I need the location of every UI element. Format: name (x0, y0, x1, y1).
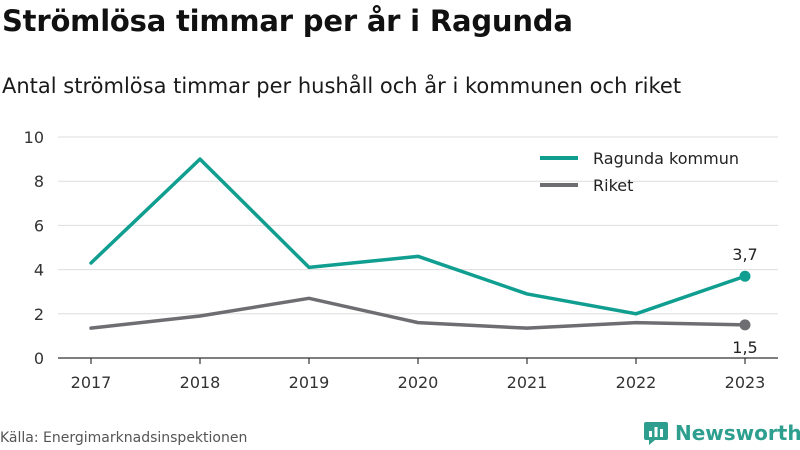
y-tick-label: 4 (34, 261, 44, 280)
x-tick-label: 2023 (725, 373, 766, 392)
y-tick-label: 2 (34, 305, 44, 324)
y-tick-label: 6 (34, 216, 44, 235)
newsworthy-logo-icon (644, 422, 668, 445)
series-end-point-1 (739, 270, 751, 282)
data-label: 3,7 (732, 245, 757, 264)
x-tick-label: 2020 (398, 373, 439, 392)
x-tick-label: 2019 (289, 373, 330, 392)
x-tick-label: 2017 (71, 373, 112, 392)
data-label: 1,5 (732, 338, 757, 357)
y-tick-label: 8 (34, 172, 44, 191)
brand-name: Newsworthy (675, 421, 800, 445)
source-note: Källa: Energimarknadsinspektionen (0, 430, 248, 446)
legend-label-1: Ragunda kommun (593, 149, 739, 168)
y-tick-label: 0 (34, 349, 44, 368)
legend-label-2: Riket (593, 176, 633, 195)
series-line-2 (89, 296, 747, 330)
chart-subtitle: Antal strömlösa timmar per hushåll och å… (2, 74, 682, 98)
y-tick-label: 10 (24, 128, 44, 147)
x-tick-label: 2022 (616, 373, 657, 392)
series-end-point-2 (739, 319, 751, 331)
chart-title: Strömlösa timmar per år i Ragunda (2, 4, 573, 38)
newsworthy-logo: Newsworthy (644, 420, 800, 446)
series-line-1 (89, 157, 747, 316)
x-tick-label: 2021 (507, 373, 548, 392)
x-tick-label: 2018 (180, 373, 221, 392)
